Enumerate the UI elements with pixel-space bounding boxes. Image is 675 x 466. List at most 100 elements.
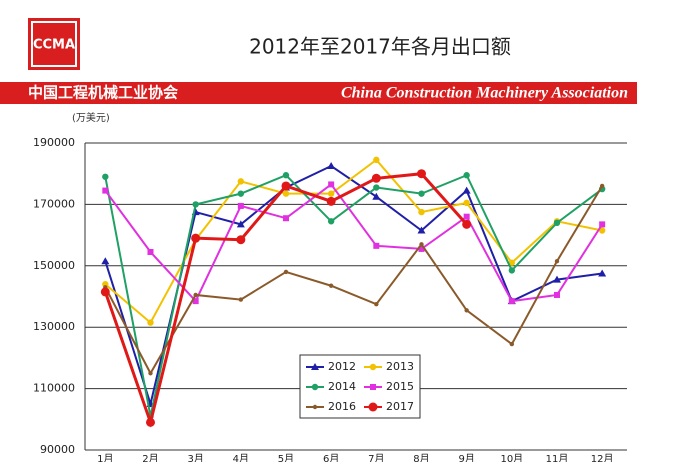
x-tick-label: 6月 — [323, 453, 339, 462]
point — [236, 220, 245, 228]
y-tick-label: 90000 — [40, 443, 75, 456]
y-tick-label: 170000 — [33, 197, 75, 210]
legend-marker — [311, 363, 319, 370]
point — [463, 199, 470, 207]
point — [371, 173, 381, 183]
point — [462, 186, 471, 194]
point — [418, 245, 425, 252]
point — [553, 291, 560, 298]
point — [599, 221, 606, 228]
point — [373, 156, 380, 164]
point — [192, 298, 199, 305]
y-tick-label: 130000 — [33, 320, 75, 333]
x-tick-label: 12月 — [591, 453, 614, 462]
y-tick-label: 110000 — [33, 382, 75, 395]
point — [328, 181, 335, 188]
logo-frame — [31, 21, 77, 67]
legend-label: 2016 — [328, 400, 356, 413]
x-tick-label: 1月 — [97, 453, 113, 462]
legend-marker — [369, 363, 377, 371]
logo-box — [28, 18, 80, 70]
org-en: China Construction Machinery Association — [341, 85, 628, 102]
point — [553, 219, 561, 227]
org-cn: 中国工程机械工业协会 — [28, 84, 178, 102]
point — [327, 162, 336, 170]
point — [101, 257, 110, 265]
point — [328, 283, 334, 288]
series-line — [104, 183, 604, 303]
point — [102, 173, 109, 180]
x-tick-label: 11月 — [546, 453, 569, 462]
point — [372, 192, 381, 200]
point — [327, 218, 335, 225]
point — [147, 319, 154, 326]
point — [102, 187, 109, 194]
point — [598, 269, 607, 277]
point — [374, 301, 379, 307]
point — [326, 196, 336, 206]
point — [193, 292, 198, 298]
legend-marker — [311, 383, 319, 391]
point — [418, 208, 425, 216]
x-tick-label: 5月 — [278, 453, 294, 462]
legend-marker — [312, 404, 318, 410]
point — [508, 267, 516, 274]
point — [554, 258, 560, 264]
legend-label: 2012 — [328, 360, 356, 373]
y-tick-label: 150000 — [33, 259, 75, 272]
series-line — [104, 185, 604, 376]
point — [148, 371, 153, 376]
point — [283, 269, 289, 275]
point — [100, 287, 110, 297]
y-tick-label: 190000 — [33, 136, 75, 149]
point — [237, 202, 244, 209]
point — [419, 242, 424, 247]
point — [282, 190, 290, 197]
logo-text: CCMA — [33, 38, 75, 53]
point — [191, 233, 201, 243]
point — [598, 227, 606, 234]
x-tick-label: 3月 — [187, 453, 203, 462]
point — [145, 417, 155, 427]
point — [464, 308, 469, 313]
point — [508, 259, 516, 266]
point — [147, 248, 154, 255]
point — [327, 190, 335, 197]
legend-marker — [370, 384, 376, 390]
x-tick-label: 4月 — [233, 453, 249, 462]
point — [552, 275, 561, 283]
y-axis-label: (万美元) — [72, 111, 110, 124]
x-tick-label: 7月 — [368, 453, 384, 462]
point — [416, 169, 426, 179]
x-tick-label: 8月 — [413, 453, 429, 462]
point — [417, 226, 426, 234]
x-tick-label: 9月 — [458, 453, 474, 462]
series-line — [104, 173, 603, 417]
x-tick-label: 10月 — [500, 453, 523, 462]
x-tick-label: 2月 — [142, 453, 158, 462]
point — [508, 298, 515, 305]
chart-title: 2012年至2017年各月出口额 — [249, 35, 511, 59]
legend-marker — [368, 402, 378, 412]
banner — [0, 82, 637, 104]
point — [463, 213, 470, 220]
point — [463, 172, 470, 179]
legend-label: 2014 — [328, 380, 356, 393]
point — [192, 201, 199, 208]
point — [282, 172, 290, 179]
point — [373, 242, 380, 249]
legend-label: 2017 — [386, 400, 414, 413]
series-line — [104, 158, 603, 325]
point — [462, 219, 472, 229]
legend-label: 2013 — [386, 360, 414, 373]
point — [281, 181, 291, 191]
point — [236, 235, 246, 245]
point — [509, 341, 515, 347]
point — [373, 184, 380, 191]
point — [237, 190, 245, 197]
point — [282, 215, 289, 222]
point — [237, 178, 245, 185]
point — [599, 183, 605, 189]
point — [238, 297, 244, 302]
